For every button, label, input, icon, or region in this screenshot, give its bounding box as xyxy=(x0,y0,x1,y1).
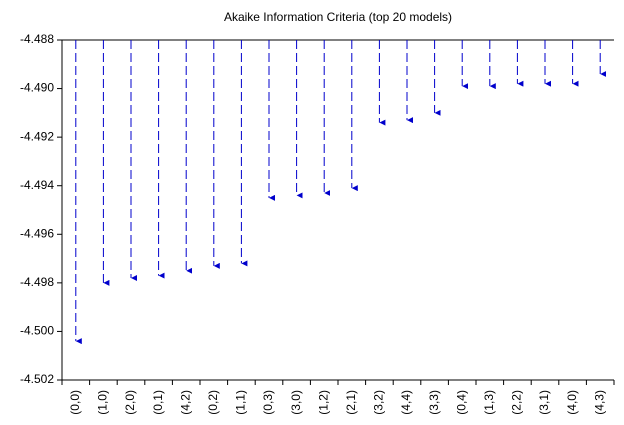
x-tick-label: (1,0) xyxy=(96,390,110,415)
y-tick-label: -4.490 xyxy=(20,81,54,95)
y-tick-label: -4.488 xyxy=(20,32,54,46)
y-tick-label: -4.492 xyxy=(20,129,54,143)
x-tick-label: (3,0) xyxy=(289,390,303,415)
x-tick-label: (0,0) xyxy=(68,390,82,415)
x-tick-label: (0,1) xyxy=(151,390,165,415)
x-tick-label: (4,2) xyxy=(178,390,192,415)
x-tick-label: (0,4) xyxy=(454,390,468,415)
x-tick-label: (3,3) xyxy=(427,390,441,415)
y-tick-label: -4.496 xyxy=(20,226,54,240)
x-tick-label: (4,4) xyxy=(399,390,413,415)
x-tick-label: (1,2) xyxy=(316,390,330,415)
x-tick-label: (0,3) xyxy=(261,390,275,415)
y-tick-label: -4.500 xyxy=(20,324,54,338)
x-tick-label: (3,2) xyxy=(372,390,386,415)
x-tick-label: (3,1) xyxy=(537,390,551,415)
y-tick-label: -4.494 xyxy=(20,178,54,192)
x-tick-label: (2,1) xyxy=(344,390,358,415)
chart-title: Akaike Information Criteria (top 20 mode… xyxy=(224,10,452,24)
y-tick-label: -4.502 xyxy=(20,372,54,386)
y-tick-label: -4.498 xyxy=(20,275,54,289)
x-tick-label: (0,2) xyxy=(206,390,220,415)
x-tick-label: (2,2) xyxy=(510,390,524,415)
x-tick-label: (1,3) xyxy=(482,390,496,415)
x-tick-label: (4,0) xyxy=(565,390,579,415)
x-tick-label: (1,1) xyxy=(234,390,248,415)
x-tick-label: (2,0) xyxy=(123,390,137,415)
x-tick-label: (4,3) xyxy=(592,390,606,415)
